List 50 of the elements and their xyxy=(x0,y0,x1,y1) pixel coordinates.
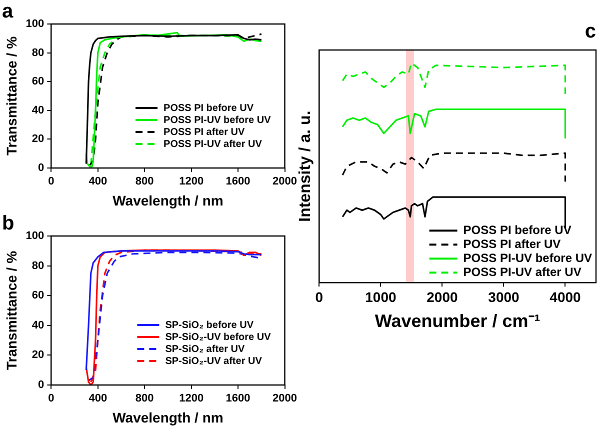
x-tick-label: 0 xyxy=(48,392,54,405)
x-tick-label: 2000 xyxy=(272,176,298,188)
x-tick-label: 3000 xyxy=(488,288,520,305)
legend-label: POSS PI after UV xyxy=(164,126,245,138)
x-tick-label: 2000 xyxy=(272,392,298,405)
y-tick-label: 80 xyxy=(32,46,44,59)
y-tick-label: 40 xyxy=(32,319,44,332)
y-tick-label: 20 xyxy=(32,349,44,362)
x-tick-label: 800 xyxy=(135,392,154,405)
y-tick-label: 60 xyxy=(32,76,44,88)
x-tick-label: 1200 xyxy=(179,176,204,188)
legend-label: POSS PI-UV after UV xyxy=(463,264,582,279)
y-axis-title: Intensity / a. u. xyxy=(297,110,314,222)
x-tick-label: 2000 xyxy=(426,288,458,305)
legend-label: POSS PI before UV xyxy=(463,222,572,237)
x-tick-label: 400 xyxy=(88,176,108,188)
y-axis-title: Transmittance / % xyxy=(3,36,20,156)
x-tick-label: 0 xyxy=(315,288,324,305)
legend-label: SP-SiO₂-UV after UV xyxy=(165,356,262,367)
legend-label: SP-SiO₂ before UV xyxy=(165,320,254,331)
x-axis-title: Wavelength / nm xyxy=(112,409,224,426)
legend-label: POSS PI-UV after UV xyxy=(164,138,262,150)
y-tick-label: 60 xyxy=(32,290,44,302)
legend-label: SP-SiO₂-UV before UV xyxy=(165,332,272,343)
legend-label: POSS PI after UV xyxy=(463,236,561,251)
x-tick-label: 0 xyxy=(48,176,54,188)
chart-title: a xyxy=(2,0,14,23)
x-tick-label: 1200 xyxy=(179,392,204,405)
y-tick-label: 0 xyxy=(38,379,44,392)
y-tick-label: 0 xyxy=(38,162,44,174)
x-axis-title: Wavenumber / cm⁻¹ xyxy=(374,311,540,332)
x-tick-label: 4000 xyxy=(550,288,582,305)
x-axis-title: Wavelength / nm xyxy=(112,192,224,208)
chart-title: b xyxy=(2,212,14,235)
legend-label: POSS PI before UV xyxy=(164,102,254,114)
y-axis-title: Transmittance / % xyxy=(3,250,20,370)
x-tick-label: 1600 xyxy=(226,392,250,405)
legend-label: POSS PI-UV before UV xyxy=(463,250,592,265)
y-tick-label: 20 xyxy=(32,133,44,146)
chart-title: c xyxy=(584,20,596,43)
x-tick-label: 800 xyxy=(135,176,154,188)
y-tick-label: 80 xyxy=(32,260,44,272)
x-tick-label: 1600 xyxy=(226,176,250,188)
x-tick-label: 400 xyxy=(88,392,108,405)
legend-label: SP-SiO₂ after UV xyxy=(165,344,245,355)
x-tick-label: 1000 xyxy=(365,288,396,305)
legend-label: POSS PI-UV before UV xyxy=(164,114,272,126)
y-tick-label: 100 xyxy=(26,18,44,30)
y-tick-label: 40 xyxy=(32,104,44,116)
y-tick-label: 100 xyxy=(26,230,44,242)
